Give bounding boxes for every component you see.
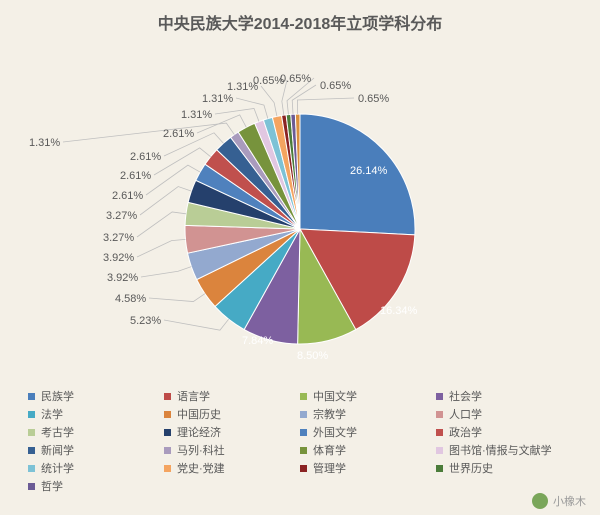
legend-item: 理论经济 <box>164 423 300 441</box>
legend-swatch <box>436 465 443 472</box>
legend-item: 政治学 <box>436 423 572 441</box>
legend-swatch <box>436 429 443 436</box>
slice-label: 1.31% <box>202 93 233 105</box>
legend-swatch <box>300 447 307 454</box>
legend-swatch <box>300 393 307 400</box>
legend-label: 体育学 <box>313 442 346 458</box>
legend-swatch <box>28 411 35 418</box>
legend-item: 图书馆·情报与文献学 <box>436 441 572 459</box>
legend-item: 考古学 <box>28 423 164 441</box>
legend-swatch <box>28 393 35 400</box>
legend-item: 新闻学 <box>28 441 164 459</box>
legend-swatch <box>164 429 171 436</box>
legend-item: 民族学 <box>28 387 164 405</box>
legend-item: 统计学 <box>28 459 164 477</box>
slice-label: 0.65% <box>358 93 389 105</box>
slice-label: 26.14% <box>350 165 388 177</box>
legend-item: 人口学 <box>436 405 572 423</box>
slice-label: 1.31% <box>181 109 212 121</box>
slice-label: 7.84% <box>242 335 273 347</box>
slice-label: 5.23% <box>130 315 161 327</box>
watermark: 小橡木 <box>532 493 586 509</box>
legend-item: 世界历史 <box>436 459 572 477</box>
slice-label: 3.27% <box>106 210 137 222</box>
legend-item: 社会学 <box>436 387 572 405</box>
legend-label: 理论经济 <box>177 424 221 440</box>
legend-item: 外国文学 <box>300 423 436 441</box>
legend-swatch <box>300 465 307 472</box>
legend-item: 法学 <box>28 405 164 423</box>
legend-label: 管理学 <box>313 460 346 476</box>
slice-label: 8.50% <box>297 350 328 362</box>
slice-label: 3.92% <box>103 252 134 264</box>
legend-swatch <box>28 483 35 490</box>
legend-label: 外国文学 <box>313 424 357 440</box>
slice-label: 0.65% <box>280 73 311 85</box>
legend-label: 人口学 <box>449 406 482 422</box>
pie-chart: 26.14% 16.34% 8.50% 7.84% 5.23% 4.58% 3.92% 3.9… <box>0 34 600 384</box>
legend-swatch <box>164 465 171 472</box>
legend-swatch <box>164 411 171 418</box>
legend-label: 马列·科社 <box>177 442 225 458</box>
legend-swatch <box>164 447 171 454</box>
slice-label: 2.61% <box>120 170 151 182</box>
legend-item: 党史·党建 <box>164 459 300 477</box>
legend-label: 哲学 <box>41 478 63 494</box>
legend-swatch <box>28 447 35 454</box>
slice-label: 2.61% <box>112 190 143 202</box>
watermark-text: 小橡木 <box>553 493 586 509</box>
legend-item: 马列·科社 <box>164 441 300 459</box>
slice-label: 16.34% <box>380 305 418 317</box>
legend-swatch <box>28 429 35 436</box>
slice-label: 3.27% <box>103 232 134 244</box>
slice-label: 2.61% <box>130 151 161 163</box>
legend-swatch <box>28 465 35 472</box>
legend-label: 法学 <box>41 406 63 422</box>
legend-swatch <box>300 411 307 418</box>
slice-label: 4.58% <box>115 293 146 305</box>
slice-label: 3.92% <box>107 272 138 284</box>
legend-label: 宗教学 <box>313 406 346 422</box>
legend-label: 世界历史 <box>449 460 493 476</box>
slice-label: 0.65% <box>320 80 351 92</box>
legend-item: 哲学 <box>28 477 164 495</box>
legend: 民族学 语言学 中国文学 社会学法学 中国历史 宗教学 人口学考古学 理论经济 外国文学 政治学新… <box>28 387 572 495</box>
watermark-icon <box>532 493 548 509</box>
chart-title: 中央民族大学2014-2018年立项学科分布 <box>0 0 600 34</box>
legend-item: 中国文学 <box>300 387 436 405</box>
legend-label: 中国历史 <box>177 406 221 422</box>
legend-item: 语言学 <box>164 387 300 405</box>
slice-label: 1.31% <box>29 137 60 149</box>
legend-label: 政治学 <box>449 424 482 440</box>
legend-label: 党史·党建 <box>177 460 225 476</box>
slice-label: 2.61% <box>163 128 194 140</box>
legend-label: 图书馆·情报与文献学 <box>449 442 552 458</box>
legend-label: 民族学 <box>41 388 74 404</box>
legend-label: 统计学 <box>41 460 74 476</box>
legend-swatch <box>164 393 171 400</box>
legend-label: 语言学 <box>177 388 210 404</box>
legend-item: 宗教学 <box>300 405 436 423</box>
legend-item: 管理学 <box>300 459 436 477</box>
legend-swatch <box>436 411 443 418</box>
legend-swatch <box>436 447 443 454</box>
legend-swatch <box>436 393 443 400</box>
legend-label: 社会学 <box>449 388 482 404</box>
legend-label: 考古学 <box>41 424 74 440</box>
legend-item: 体育学 <box>300 441 436 459</box>
legend-swatch <box>300 429 307 436</box>
legend-item: 中国历史 <box>164 405 300 423</box>
legend-label: 中国文学 <box>313 388 357 404</box>
legend-label: 新闻学 <box>41 442 74 458</box>
